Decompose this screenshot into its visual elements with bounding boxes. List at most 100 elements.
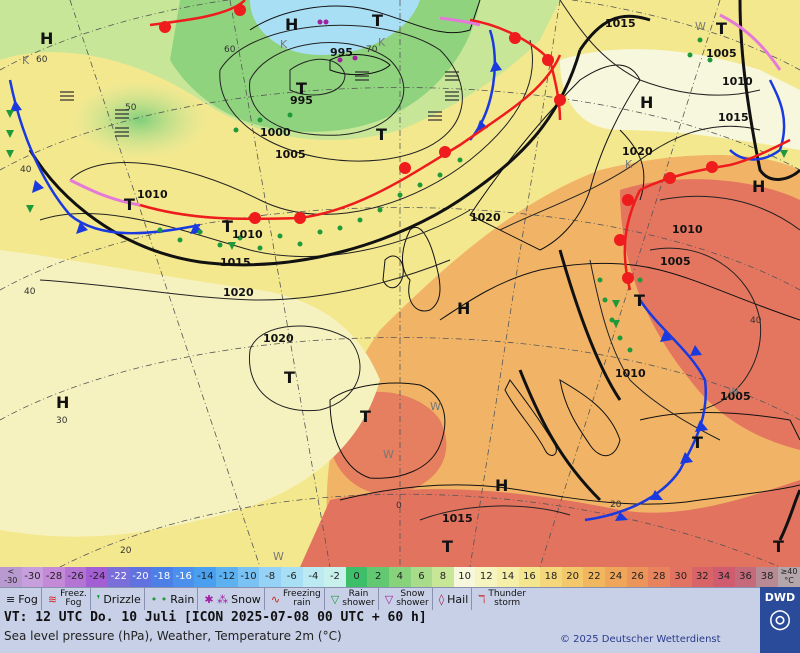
graticule-label: 40 bbox=[24, 287, 36, 297]
temperature-scale: < -30 -30 -28 -26 -24 -22 -20 -18 -16 -14 -12 -10 -8… bbox=[0, 567, 778, 587]
temperature-scale-cell: 28 bbox=[648, 567, 670, 587]
temperature-scale-cell: 6 bbox=[410, 567, 433, 587]
valid-time: VT: 12 UTC Do. 10 Juli [ICON 2025-07-08 … bbox=[4, 610, 427, 625]
copyright: © 2025 Deutscher Wetterdienst bbox=[560, 634, 721, 645]
temperature-scale-cell: 18 bbox=[540, 567, 562, 587]
temperature-scale-cell: -20 bbox=[129, 567, 152, 587]
pressure-center: T bbox=[773, 537, 784, 556]
temperature-scale-cell: 32 bbox=[691, 567, 714, 587]
temperature-field-north-pale bbox=[560, 49, 800, 151]
legend-label: Freezing rain bbox=[283, 589, 321, 608]
temperature-scale-cell: 34 bbox=[713, 567, 735, 587]
rain-icon: • • bbox=[150, 592, 168, 606]
pressure-label: 1000 bbox=[260, 126, 291, 139]
marker-label: W bbox=[430, 400, 441, 413]
legend-label: Thunder storm bbox=[488, 589, 526, 608]
pressure-center: T bbox=[372, 11, 383, 30]
pressure-center: H bbox=[752, 177, 765, 196]
coastline-greenland bbox=[249, 0, 481, 34]
snow-shower-icon: ▽ bbox=[384, 592, 394, 606]
pressure-center: H bbox=[640, 93, 653, 112]
coastline-iceland bbox=[329, 54, 391, 75]
temperature-scale-cell: -10 bbox=[237, 567, 260, 587]
legend-label: Rain shower bbox=[342, 589, 375, 608]
pressure-label: 1010 bbox=[615, 367, 646, 380]
graticule-label: 40 bbox=[20, 165, 32, 175]
legend-label: Drizzle bbox=[103, 592, 141, 606]
weather-map: 995 995 1000 1005 1010 1010 1015 1020 10… bbox=[0, 0, 800, 567]
warm-front-semicircles bbox=[159, 4, 718, 284]
isobar-1010-atlantic bbox=[69, 39, 533, 215]
pressure-centers: H H T T T T T H T H H T H T T T H T T bbox=[40, 11, 784, 556]
pressure-label: 1005 bbox=[706, 47, 737, 60]
marker-label: W bbox=[695, 20, 706, 33]
temperature-scale-cell: -16 bbox=[172, 567, 195, 587]
coastline-italy bbox=[504, 379, 557, 456]
pressure-center: T bbox=[716, 19, 727, 38]
temperature-scale-cell: 20 bbox=[561, 567, 584, 587]
coastline-balkans bbox=[559, 379, 621, 457]
hail-icon: ◊ bbox=[438, 592, 445, 606]
temperature-scale-cell: -30 bbox=[21, 567, 44, 587]
snow-symbols bbox=[317, 19, 358, 63]
legend-freezing-rain: ∿ Freezing rain bbox=[265, 588, 325, 610]
legend-label: Freez. Fog bbox=[60, 589, 87, 608]
legend-drizzle: ❜ Drizzle bbox=[91, 588, 145, 610]
pressure-center: T bbox=[376, 125, 387, 144]
isobar-1005 bbox=[219, 24, 463, 162]
cold-front-atlantic bbox=[8, 79, 201, 235]
pressure-center: T bbox=[124, 195, 135, 214]
isobar-1000 bbox=[249, 42, 405, 136]
dwd-logo-icon: ◎ bbox=[768, 604, 792, 634]
coastline-iberia bbox=[329, 382, 446, 479]
coastline-ireland bbox=[382, 255, 404, 289]
pressure-label: 1010 bbox=[137, 188, 168, 201]
pressure-label: 1010 bbox=[672, 223, 703, 236]
legend-label: Snow shower bbox=[396, 589, 429, 608]
isobar-1015-africa bbox=[419, 505, 571, 521]
pressure-label: 1015 bbox=[442, 512, 473, 525]
pressure-label: 1005 bbox=[660, 255, 691, 268]
temperature-field-green-patch bbox=[70, 80, 210, 160]
temperature-scale-cell: 36 bbox=[734, 567, 757, 587]
cold-front-ne bbox=[729, 79, 786, 161]
trough-lines bbox=[28, 0, 800, 541]
pressure-center: T bbox=[692, 433, 703, 452]
legend-label: Hail bbox=[447, 592, 469, 606]
warm-front-atlantic bbox=[139, 54, 562, 221]
temperature-field-hot bbox=[620, 179, 800, 450]
legend-rain: • • Rain bbox=[145, 588, 199, 610]
legend-label: Fog bbox=[18, 592, 38, 606]
isobar-1005-east bbox=[649, 247, 762, 411]
isobars bbox=[39, 0, 800, 521]
temperature-scale-cell: 12 bbox=[475, 567, 498, 587]
temperature-scale-cell: -26 bbox=[64, 567, 87, 587]
temperature-scale-cell: -2 bbox=[324, 567, 346, 587]
marker-label: K bbox=[22, 54, 30, 67]
freezing-rain-icon: ∿ bbox=[270, 592, 281, 606]
pressure-center: H bbox=[457, 299, 470, 318]
pressure-center: T bbox=[360, 407, 371, 426]
graticule-label: 20 bbox=[610, 500, 622, 510]
isobar-1010-east bbox=[659, 195, 800, 231]
drizzle-icon: ❜ bbox=[96, 592, 101, 606]
legend-thunderstorm: ℸ Thunder storm bbox=[472, 588, 529, 610]
temperature-scale-cell: -14 bbox=[194, 567, 217, 587]
temperature-scale-cell: -6 bbox=[280, 567, 303, 587]
marker-label: W bbox=[273, 550, 284, 563]
pressure-center: H bbox=[56, 393, 69, 412]
graticule-label: 20 bbox=[120, 546, 132, 556]
marker-label: W bbox=[728, 385, 739, 398]
graticule-label: 40 bbox=[750, 316, 762, 326]
temperature-scale-cell: 4 bbox=[388, 567, 411, 587]
pressure-label: 1005 bbox=[720, 390, 751, 403]
temperature-scale-cell: -22 bbox=[108, 567, 130, 587]
pressure-label: 1015 bbox=[605, 17, 636, 30]
legend-snow-shower: ▽ Snow shower bbox=[379, 588, 433, 610]
legend-snow: ✱ ⁂ Snow bbox=[198, 588, 265, 610]
temperature-scale-cell: 22 bbox=[583, 567, 606, 587]
shower-symbols bbox=[6, 110, 788, 328]
pressure-label: 1005 bbox=[275, 148, 306, 161]
coastline-europe bbox=[439, 262, 800, 321]
legend-hail: ◊ Hail bbox=[433, 588, 473, 610]
